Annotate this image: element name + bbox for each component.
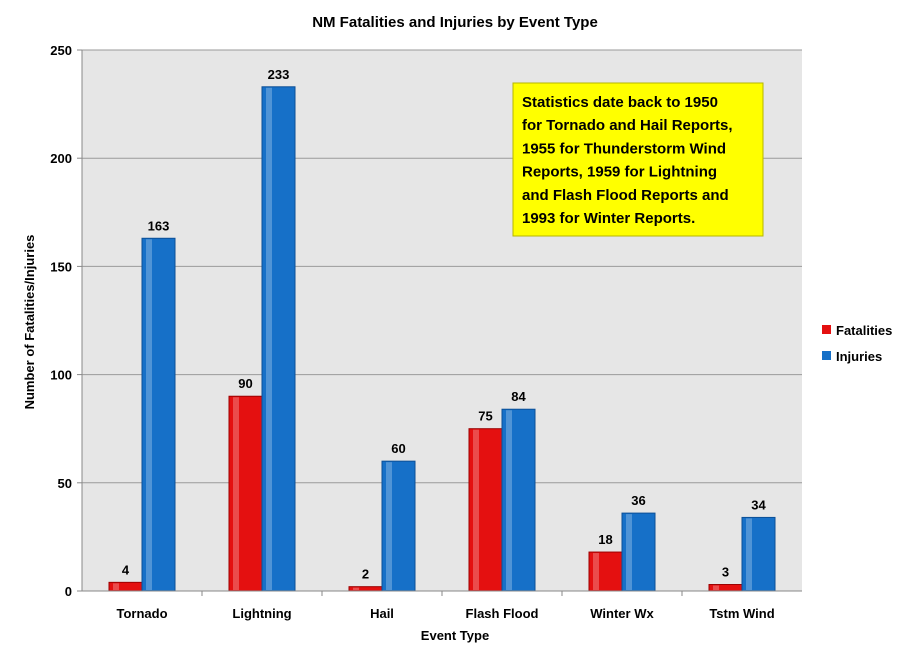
annotation-box: Statistics date back to 1950 for Tornado … bbox=[512, 82, 764, 237]
chart-title: NM Fatalities and Injuries by Event Type bbox=[312, 14, 598, 31]
y-tick-label: 50 bbox=[58, 476, 72, 491]
annotation-text: Statistics date back to 1950 for Tornado … bbox=[522, 94, 733, 227]
data-label: 75 bbox=[478, 409, 492, 424]
bar-injuries bbox=[381, 460, 416, 592]
y-tick-label: 200 bbox=[50, 151, 72, 166]
y-tick-label: 0 bbox=[65, 584, 72, 599]
bar-injuries bbox=[261, 86, 296, 592]
data-label: 60 bbox=[391, 441, 405, 456]
bar-highlight bbox=[626, 514, 632, 590]
data-label: 4 bbox=[122, 562, 130, 577]
bar-highlight bbox=[233, 397, 239, 590]
data-label: 163 bbox=[148, 218, 170, 233]
legend: Fatalities Injuries bbox=[822, 323, 892, 364]
data-label: 84 bbox=[511, 389, 526, 404]
legend-label-fatalities: Fatalities bbox=[836, 323, 892, 338]
x-tick-label: Hail bbox=[370, 606, 394, 621]
bar-injuries bbox=[621, 512, 656, 592]
bar-injuries bbox=[501, 408, 536, 592]
annotation-background bbox=[512, 82, 764, 237]
bars bbox=[108, 86, 776, 592]
bar-highlight bbox=[266, 87, 272, 591]
data-label: 233 bbox=[268, 67, 290, 82]
bar-highlight bbox=[353, 587, 359, 590]
bar-highlight bbox=[113, 583, 119, 590]
y-tick-label: 250 bbox=[50, 43, 72, 58]
legend-label-injuries: Injuries bbox=[836, 349, 882, 364]
data-label: 36 bbox=[631, 493, 645, 508]
y-tick-label: 100 bbox=[50, 368, 72, 383]
bar-highlight bbox=[506, 410, 512, 590]
legend-swatch-injuries bbox=[822, 351, 831, 360]
annotation-line: 1993 for Winter Reports. bbox=[522, 210, 695, 227]
x-tick-label: Lightning bbox=[232, 606, 291, 621]
y-tick-label: 150 bbox=[50, 259, 72, 274]
data-label: 90 bbox=[238, 376, 252, 391]
bar-injuries bbox=[741, 516, 776, 592]
bar-highlight bbox=[593, 553, 599, 590]
x-tick-label: Tornado bbox=[116, 606, 167, 621]
data-label: 18 bbox=[598, 532, 612, 547]
bar-highlight bbox=[713, 585, 719, 590]
annotation-line: for Tornado and Hail Reports, bbox=[522, 117, 733, 134]
x-axis-ticks: Tornado Lightning Hail Flash Flood Winter Wx… bbox=[116, 591, 775, 621]
annotation-line: 1955 for Thunderstorm Wind bbox=[522, 140, 726, 157]
y-axis-ticks: 0 50 100 150 200 250 bbox=[50, 43, 82, 599]
gridlines bbox=[82, 49, 802, 484]
annotation-line: Reports, 1959 for Lightning bbox=[522, 164, 717, 181]
annotation-line: and Flash Flood Reports and bbox=[522, 187, 729, 204]
bar-highlight bbox=[473, 429, 479, 590]
data-labels: 4 163 90 233 2 60 75 84 18 36 3 34 bbox=[122, 67, 767, 582]
bar-highlight bbox=[746, 518, 752, 590]
x-tick-label: Flash Flood bbox=[466, 606, 539, 621]
x-tick-label: Tstm Wind bbox=[709, 606, 774, 621]
bar-highlight bbox=[386, 462, 392, 590]
bar-fatalities bbox=[228, 395, 263, 592]
legend-swatch-fatalities bbox=[822, 325, 831, 334]
y-axis-title: Number of Fatalities/Injuries bbox=[22, 235, 37, 410]
x-axis-title: Event Type bbox=[421, 628, 489, 643]
data-label: 34 bbox=[751, 497, 766, 512]
x-tick-label: Winter Wx bbox=[590, 606, 654, 621]
annotation-line: Statistics date back to 1950 bbox=[522, 94, 718, 111]
data-label: 3 bbox=[722, 565, 729, 580]
bar-highlight bbox=[146, 239, 152, 590]
data-label: 2 bbox=[362, 567, 369, 582]
